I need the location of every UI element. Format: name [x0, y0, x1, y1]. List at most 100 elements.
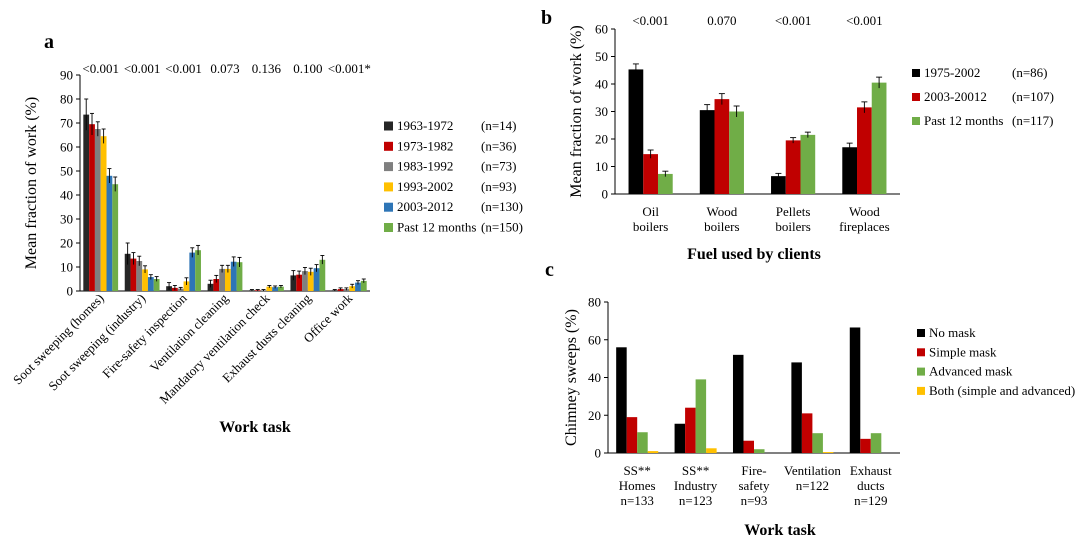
panel-b-bar-past-12-months — [800, 134, 816, 194]
panel-a-ytick-label: 20 — [60, 236, 73, 251]
panel-a-bar-2003-2012 — [147, 277, 154, 291]
panel-a-bar-past-12-months — [360, 280, 367, 291]
panel-b-bar-2003-20012 — [857, 107, 872, 194]
panel-b-ytick-label: 50 — [595, 49, 608, 64]
panel-a-bar-1983-1992 — [94, 129, 101, 291]
panel-a-legend-swatch — [384, 121, 393, 131]
panel-a-legend-swatch — [384, 162, 393, 172]
panel-a-y-axis-title: Mean fraction of work (%) — [23, 97, 40, 269]
panel-b-bar-past-12-months — [657, 173, 673, 194]
panel-b-category-label: boilers — [704, 219, 739, 234]
panel-c-category-label: ducts — [857, 478, 884, 493]
panel-a-legend-n: (n=130) — [481, 199, 523, 214]
panel-c-ytick-label: 0 — [595, 446, 602, 461]
panel-c-ytick-label: 80 — [588, 295, 601, 310]
panel-c-category-label: Ventilation — [784, 463, 842, 478]
panel-a-legend-label: 1993-2002 — [397, 179, 453, 194]
panel-a-bar-1963-1972 — [124, 253, 131, 291]
panel-b-p-value: <0.001 — [775, 13, 812, 28]
panel-c-category-label: n=93 — [741, 493, 768, 508]
panel-b-p-value: <0.001 — [632, 13, 669, 28]
panel-b-bar-1975-2002 — [842, 147, 858, 194]
panel-c-bar-advanced-mask — [812, 433, 823, 453]
panel-a-bar-1973-1982 — [213, 279, 220, 291]
panel-a-legend-swatch — [384, 202, 393, 212]
panel-c-legend-swatch — [917, 386, 925, 395]
panel-c-category-label: Fire- — [741, 463, 766, 478]
panel-a-ytick-label: 60 — [60, 140, 73, 155]
panel-b-y-axis-title: Mean fraction of work (%) — [568, 25, 585, 197]
panel-b-category-label: boilers — [633, 219, 668, 234]
panel-a-legend-label: 2003-2012 — [397, 199, 453, 214]
panel-a-legend-label: 1983-1992 — [397, 159, 453, 174]
panel-b-legend-label: Past 12 months — [924, 113, 1003, 128]
panel-a-bar-2003-2012 — [355, 282, 361, 291]
panel-a-bar-1983-1992 — [136, 261, 143, 291]
panel-b-legend-n: (n=117) — [1012, 113, 1054, 128]
panel-b-ytick-label: 60 — [595, 22, 608, 37]
panel-b-ytick-label: 10 — [595, 159, 608, 174]
panel-b-legend-label: 2003-20012 — [924, 89, 987, 104]
panel-c-letter: c — [545, 259, 554, 281]
panel-c-category-label: n=123 — [679, 493, 712, 508]
panel-a-bar-past-12-months — [236, 262, 243, 291]
panel-a-bar-past-12-months — [278, 286, 284, 291]
panel-c-category-label: SS** — [682, 463, 709, 478]
panel-b-legend-n: (n=86) — [1012, 65, 1048, 80]
panel-b-legend-swatch — [912, 69, 920, 77]
panel-b-bar-1975-2002 — [699, 110, 715, 194]
panel-b-category-label: fireplaces — [839, 219, 890, 234]
panel-b-ytick-label: 30 — [595, 104, 608, 119]
panel-c-x-axis-title: Work task — [744, 522, 816, 539]
panel-a-bar-1963-1972 — [83, 114, 90, 291]
panel-a-ytick-label: 40 — [60, 188, 73, 203]
panel-c-category-label: n=129 — [854, 493, 887, 508]
panel-c-legend-swatch — [917, 367, 925, 376]
panel-c-bar-both-simple-and-advanced — [706, 448, 717, 453]
panel-a-bar-past-12-months — [112, 184, 119, 291]
panel-c-bar-simple-mask — [801, 413, 813, 453]
panel-a-bar-1993-2002 — [100, 136, 107, 291]
panel-b-ytick-label: 40 — [595, 77, 608, 92]
panel-c-category-label: safety — [738, 478, 770, 493]
panel-a-bar-1973-1982 — [130, 258, 137, 291]
panel-b-category-label: Oil — [642, 204, 659, 219]
panel-b-p-value: 0.070 — [707, 13, 736, 28]
panel-c-chart: c 0 20 40 60 80 Chimney sweeps (%) Work task SS… — [545, 259, 1075, 539]
panel-a-ytick-label: 80 — [60, 92, 73, 107]
panel-b-bar-1975-2002 — [771, 176, 786, 194]
panel-a-legend-swatch — [384, 182, 393, 192]
panel-a-bar-1993-2002 — [266, 286, 273, 291]
panel-c-legend-label: Both (simple and advanced) — [929, 383, 1075, 398]
panel-c-legend-swatch — [917, 329, 925, 337]
panel-a-ytick-label: 90 — [60, 68, 73, 83]
panel-a-legend-n: (n=73) — [481, 159, 517, 174]
panel-c-bar-simple-mask — [743, 440, 754, 453]
panel-c-legend-label: Advanced mask — [929, 364, 1013, 379]
panel-c-y-axis-title: Chimney sweeps (%) — [563, 309, 580, 446]
panel-c-bar-advanced-mask — [870, 433, 882, 453]
panel-b-legend-n: (n=107) — [1012, 89, 1054, 104]
panel-c-bar-no-mask — [732, 354, 744, 453]
panel-c-bar-simple-mask — [685, 407, 696, 453]
panel-a-p-value: <0.001* — [328, 61, 371, 76]
panel-a-ytick-label: 70 — [60, 116, 73, 131]
panel-a-bar-past-12-months — [195, 250, 201, 291]
panel-a-p-value: 0.073 — [210, 61, 239, 76]
panel-c-bar-no-mask — [674, 423, 686, 453]
panel-c-bar-no-mask — [791, 362, 802, 453]
panel-c-ytick-label: 40 — [588, 370, 601, 385]
panel-c-ytick-label: 60 — [588, 332, 601, 347]
panel-a-legend-n: (n=150) — [481, 220, 523, 235]
panel-c-category-label: SS** — [623, 463, 650, 478]
panel-c-category-label: n=122 — [796, 478, 829, 493]
panel-c-legend-label: Simple mask — [929, 344, 997, 359]
panel-a-bar-1973-1982 — [296, 274, 303, 291]
panel-a-bar-1993-2002 — [307, 271, 314, 291]
panel-a-bar-1993-2002 — [183, 281, 190, 291]
panel-a-legend-label: 1963-1972 — [397, 118, 453, 133]
panel-a-ytick-label: 50 — [60, 164, 73, 179]
panel-c-bar-no-mask — [616, 347, 627, 453]
panel-a-ytick-label: 10 — [60, 260, 73, 275]
